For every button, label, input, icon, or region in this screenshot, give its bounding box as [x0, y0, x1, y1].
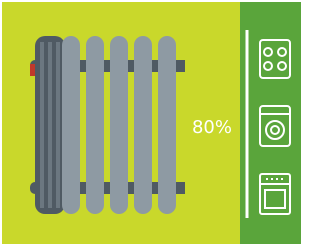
page: 80% (() => { const data = JSON.parse(doc… [0, 0, 303, 246]
radiator-pipe-end [176, 60, 185, 72]
radiator-pipe-end [176, 182, 185, 194]
radiator-fin [62, 36, 80, 214]
radiator-fin [86, 36, 104, 214]
screen: 80% [0, 0, 303, 246]
radiator-fin [110, 36, 128, 214]
radiator-stripe [56, 42, 60, 208]
radiator-fin [158, 36, 176, 214]
radiator-stripe [48, 42, 52, 208]
radiator-fin [134, 36, 152, 214]
level-label: 80% [192, 117, 232, 138]
radiator-stripe [40, 42, 44, 208]
